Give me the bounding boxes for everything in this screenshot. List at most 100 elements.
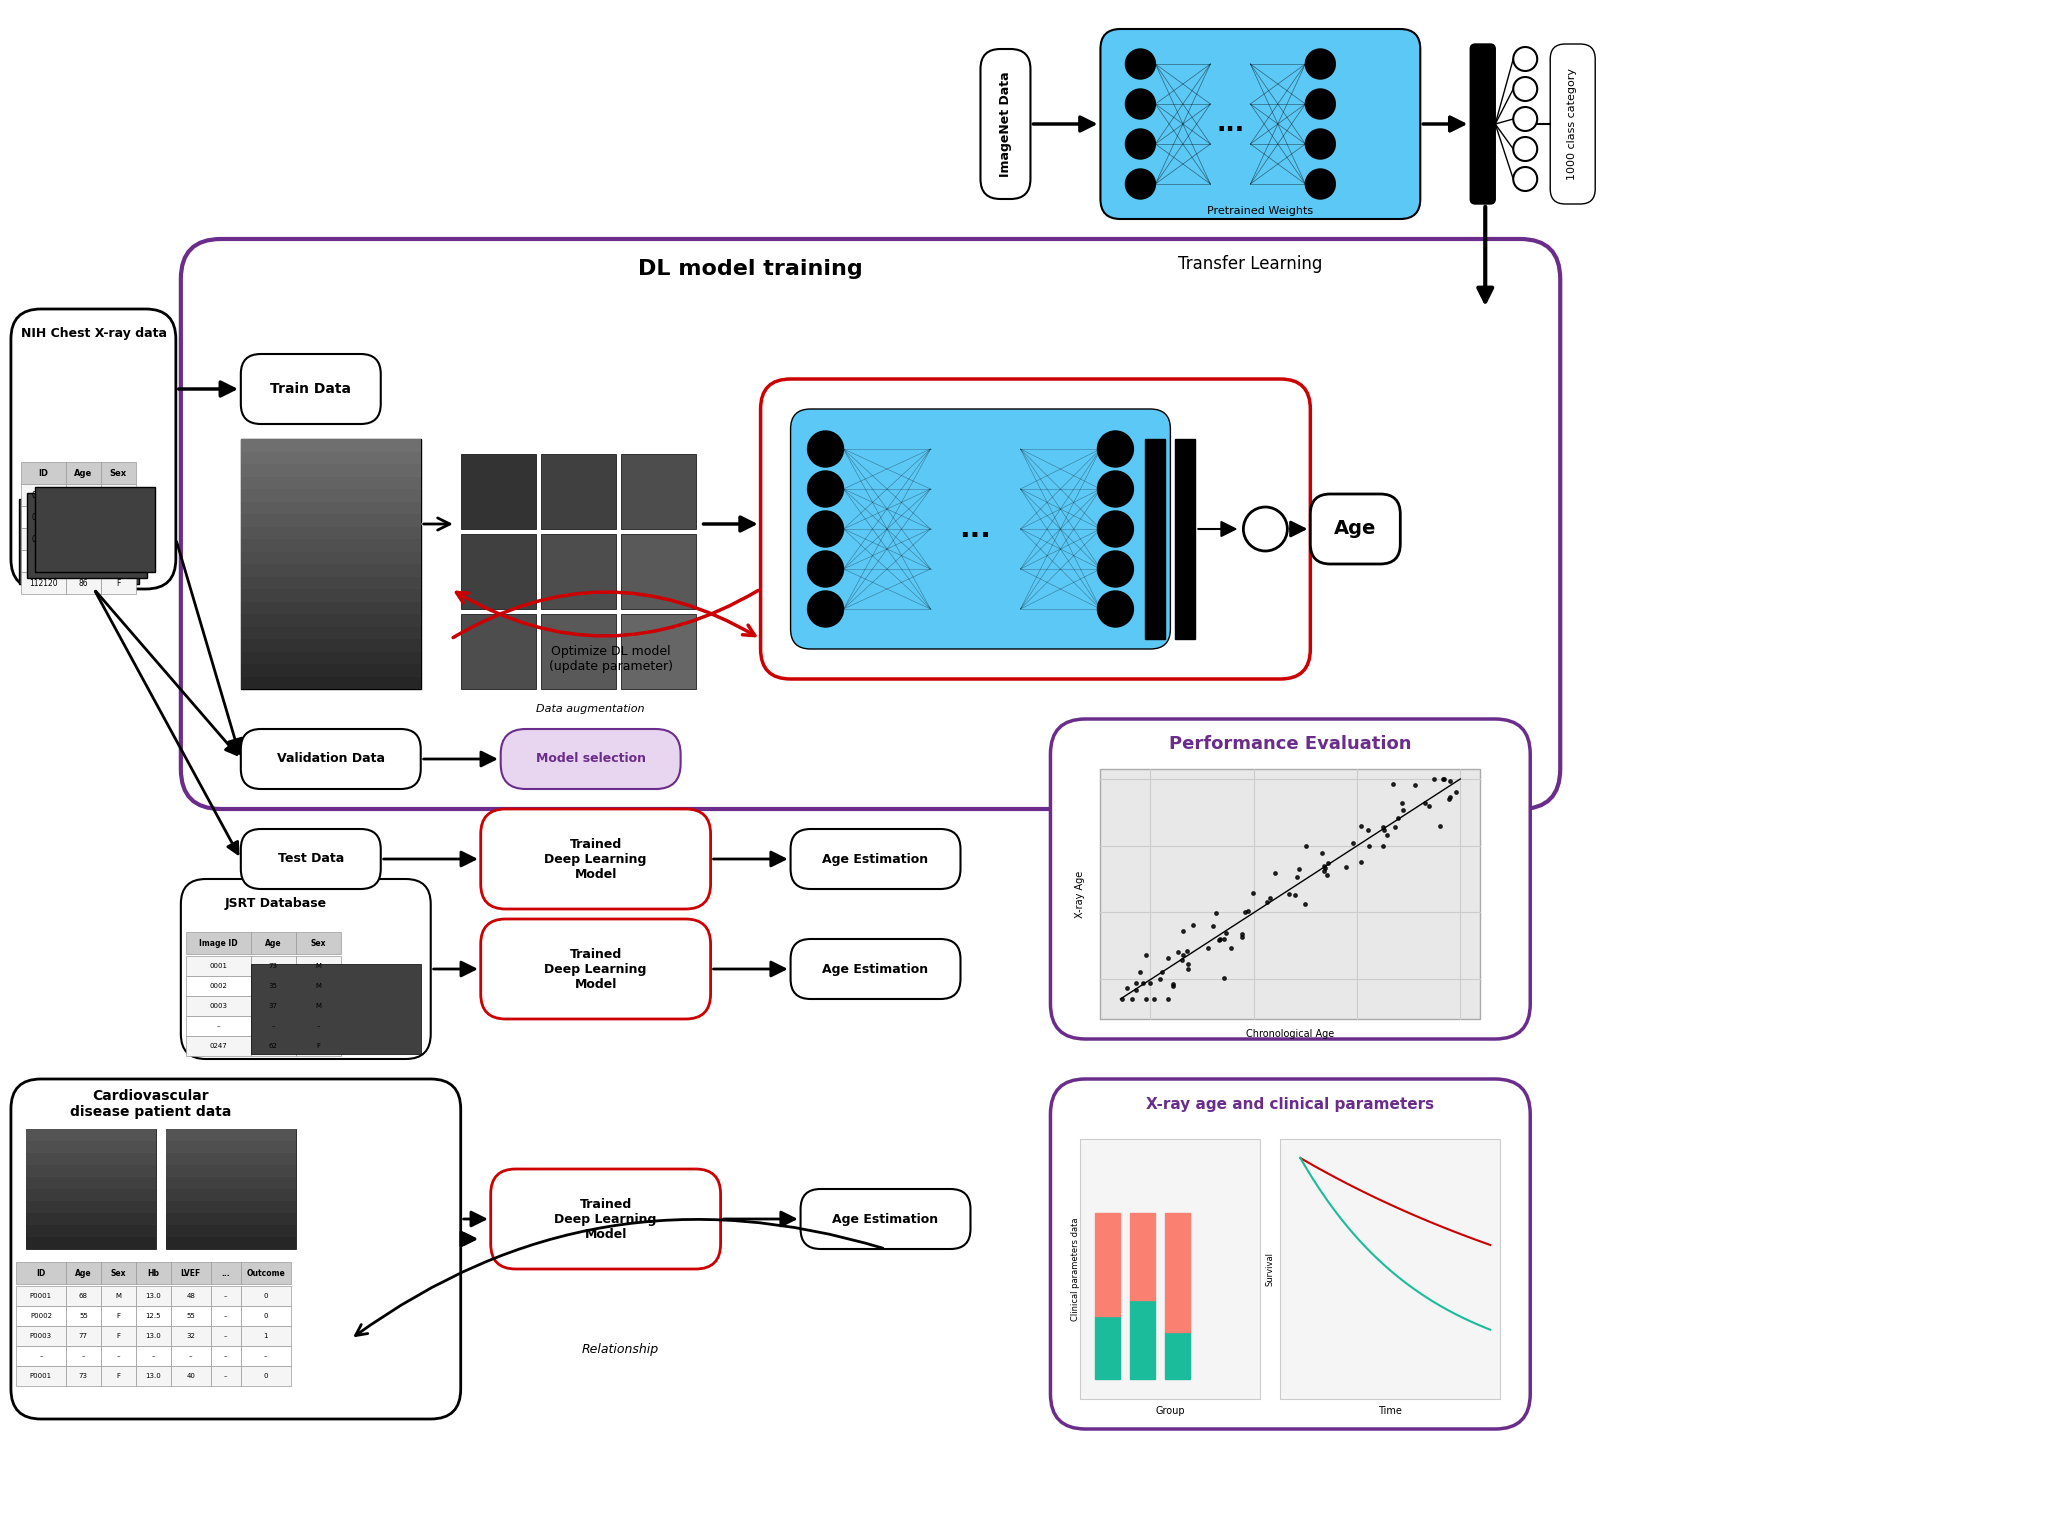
Point bbox=[1423, 814, 1456, 839]
FancyBboxPatch shape bbox=[185, 1016, 251, 1036]
Point bbox=[1226, 925, 1259, 950]
FancyBboxPatch shape bbox=[16, 1347, 66, 1367]
Point bbox=[1214, 936, 1247, 960]
Text: ID: ID bbox=[37, 1268, 45, 1277]
Text: 00003: 00003 bbox=[31, 534, 55, 543]
Circle shape bbox=[1126, 89, 1156, 119]
Circle shape bbox=[807, 591, 844, 626]
FancyBboxPatch shape bbox=[1050, 1079, 1530, 1430]
FancyBboxPatch shape bbox=[170, 1347, 212, 1367]
Text: Survival: Survival bbox=[1265, 1253, 1276, 1287]
Text: Age Estimation: Age Estimation bbox=[822, 962, 928, 976]
FancyBboxPatch shape bbox=[1280, 1139, 1499, 1399]
Point bbox=[1119, 971, 1152, 996]
FancyBboxPatch shape bbox=[66, 1327, 101, 1347]
Point bbox=[1200, 900, 1232, 925]
FancyBboxPatch shape bbox=[1101, 29, 1419, 219]
Point bbox=[1259, 860, 1292, 885]
FancyBboxPatch shape bbox=[136, 1287, 170, 1307]
Text: 55: 55 bbox=[187, 1313, 195, 1319]
Bar bbox=[27, 1140, 156, 1153]
Point bbox=[1124, 960, 1156, 985]
FancyBboxPatch shape bbox=[212, 1307, 240, 1327]
Point bbox=[1386, 791, 1419, 816]
Point bbox=[1337, 831, 1370, 856]
Text: Sex: Sex bbox=[111, 1268, 125, 1277]
Text: F: F bbox=[117, 1313, 121, 1319]
Circle shape bbox=[1306, 49, 1335, 78]
Circle shape bbox=[1097, 591, 1134, 626]
Text: 25: 25 bbox=[78, 534, 88, 543]
Bar bbox=[240, 526, 421, 539]
Text: 1: 1 bbox=[263, 1333, 269, 1339]
Bar bbox=[240, 577, 421, 589]
Text: M: M bbox=[115, 491, 121, 500]
Point bbox=[1432, 786, 1465, 811]
Point bbox=[1376, 771, 1409, 796]
FancyBboxPatch shape bbox=[66, 1262, 101, 1284]
Text: NIH Chest X-ray data: NIH Chest X-ray data bbox=[21, 328, 166, 340]
Text: 13.0: 13.0 bbox=[146, 1293, 160, 1299]
FancyBboxPatch shape bbox=[21, 483, 66, 506]
Text: –: – bbox=[265, 1353, 267, 1359]
Bar bbox=[166, 1177, 296, 1190]
FancyBboxPatch shape bbox=[212, 1347, 240, 1367]
Text: –: – bbox=[224, 1333, 228, 1339]
Text: 00002: 00002 bbox=[31, 512, 55, 522]
FancyBboxPatch shape bbox=[35, 486, 154, 573]
Text: Image ID: Image ID bbox=[199, 939, 238, 948]
Text: M: M bbox=[314, 963, 320, 970]
Point bbox=[1111, 976, 1144, 1000]
Point bbox=[1409, 791, 1442, 816]
FancyBboxPatch shape bbox=[136, 1347, 170, 1367]
Text: 68: 68 bbox=[78, 1293, 88, 1299]
FancyBboxPatch shape bbox=[101, 1262, 136, 1284]
Text: 0002: 0002 bbox=[210, 983, 228, 990]
FancyBboxPatch shape bbox=[240, 1327, 292, 1347]
FancyBboxPatch shape bbox=[170, 1327, 212, 1347]
Text: 1000 class category: 1000 class category bbox=[1567, 68, 1577, 180]
Text: Age: Age bbox=[265, 939, 281, 948]
FancyBboxPatch shape bbox=[101, 506, 136, 528]
FancyBboxPatch shape bbox=[27, 1130, 156, 1250]
Text: Data augmentation: Data augmentation bbox=[536, 703, 645, 714]
FancyBboxPatch shape bbox=[251, 956, 296, 976]
Text: P0001: P0001 bbox=[31, 1293, 51, 1299]
FancyBboxPatch shape bbox=[620, 614, 696, 689]
Point bbox=[1152, 945, 1185, 970]
FancyBboxPatch shape bbox=[251, 996, 296, 1016]
FancyBboxPatch shape bbox=[66, 1347, 101, 1367]
Text: F: F bbox=[316, 1043, 320, 1050]
Text: F: F bbox=[117, 1373, 121, 1379]
Point bbox=[1425, 766, 1458, 791]
Bar bbox=[27, 1225, 156, 1237]
FancyBboxPatch shape bbox=[1471, 45, 1495, 205]
Point bbox=[1138, 986, 1171, 1011]
Bar bbox=[27, 1130, 156, 1140]
FancyBboxPatch shape bbox=[460, 614, 536, 689]
Circle shape bbox=[1126, 169, 1156, 199]
Circle shape bbox=[1306, 89, 1335, 119]
FancyBboxPatch shape bbox=[296, 996, 341, 1016]
FancyArrowPatch shape bbox=[456, 591, 758, 636]
Bar bbox=[27, 1165, 156, 1177]
Bar bbox=[1095, 1316, 1119, 1379]
Point bbox=[1280, 882, 1313, 906]
FancyBboxPatch shape bbox=[460, 454, 536, 529]
FancyBboxPatch shape bbox=[791, 830, 961, 890]
Text: Trained
Deep Learning
Model: Trained Deep Learning Model bbox=[555, 1197, 657, 1240]
Bar bbox=[240, 651, 421, 663]
FancyBboxPatch shape bbox=[980, 49, 1031, 199]
Text: Age Estimation: Age Estimation bbox=[832, 1213, 939, 1225]
Bar bbox=[166, 1237, 296, 1250]
FancyBboxPatch shape bbox=[481, 810, 711, 910]
FancyBboxPatch shape bbox=[1551, 45, 1596, 205]
Text: –: – bbox=[82, 557, 86, 565]
Bar bbox=[27, 1213, 156, 1225]
Bar bbox=[240, 626, 421, 639]
Bar bbox=[240, 677, 421, 689]
Bar bbox=[240, 602, 421, 614]
Circle shape bbox=[1097, 431, 1134, 466]
Point bbox=[1156, 971, 1189, 996]
Point bbox=[1177, 913, 1210, 937]
